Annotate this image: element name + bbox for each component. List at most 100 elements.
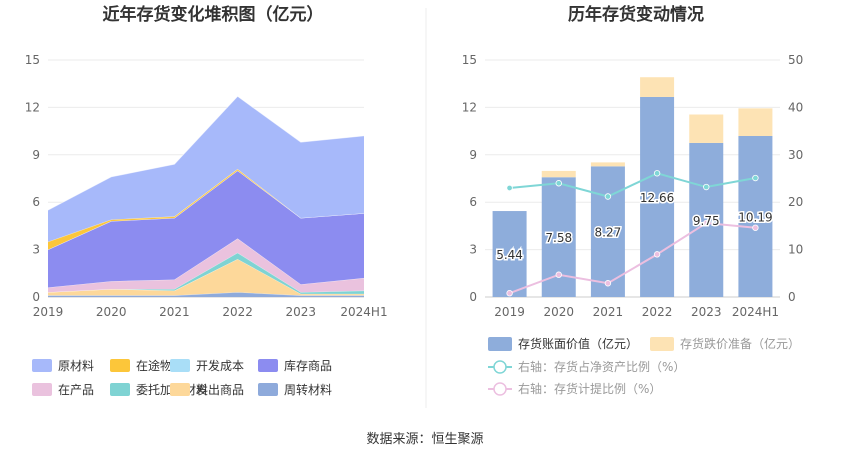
right-left-y-tick-label: 6 — [469, 195, 477, 209]
right-right-y-tick-label: 20 — [788, 195, 803, 209]
data-source-footer: 数据来源：恒生聚源 — [366, 432, 483, 447]
right-x-tick-label: 2021 — [593, 305, 624, 319]
left-legend-label: 发出商品 — [196, 382, 244, 397]
left-chart-title: 近年存货变化堆积图（亿元） — [103, 4, 324, 25]
line-point-0-5 — [752, 174, 759, 182]
left-y-tick-label: 15 — [25, 53, 40, 67]
bar-1-5 — [738, 108, 773, 136]
right-legend-marker-1 — [493, 382, 507, 396]
right-legend-swatch-bar-1 — [650, 337, 674, 351]
bar-0-3 — [640, 96, 675, 297]
line-point-1-5 — [752, 224, 759, 231]
right-right-y-tick-label: 0 — [788, 290, 796, 304]
right-legend-label: 右轴：存货占净资产比例（%） — [518, 359, 685, 374]
right-gridlines — [485, 59, 780, 298]
left-x-axis: 2019 2020 2021 2022 2023 2024H1 — [33, 305, 388, 319]
left-legend-label: 在产品 — [58, 383, 94, 397]
left-y-tick-label: 6 — [32, 195, 40, 209]
left-legend: 原材料在途物资开发成本库存商品在产品委托加工材料发出商品周转材料 — [32, 358, 332, 397]
left-legend-swatch-2 — [170, 359, 190, 372]
bar-0-0 — [492, 211, 527, 297]
line-point-1-2 — [604, 280, 612, 287]
bar-value-label: 7.58 — [545, 231, 572, 245]
bar-value-label: 5.44 — [496, 248, 523, 262]
stacked-area-chart: 近年存货变化堆积图（亿元） 0 3 6 9 12 15 2019 2020 2021 2022 2… — [25, 4, 388, 397]
bar-value-label: 10.19 — [738, 210, 772, 224]
right-left-y-axis: 0 3 6 9 12 15 — [462, 53, 477, 304]
bar-1-1 — [541, 170, 576, 178]
area-2 — [48, 252, 364, 294]
right-legend-label: 存货跌价准备（亿元） — [680, 336, 800, 351]
left-legend-swatch-0 — [32, 359, 52, 372]
bar-0-2 — [590, 166, 625, 297]
area-3 — [48, 238, 364, 293]
left-x-tick-label: 2024H1 — [340, 305, 387, 319]
right-x-tick-label: 2019 — [494, 305, 525, 319]
line-1 — [509, 222, 756, 295]
right-line-series — [506, 170, 759, 297]
line-point-1-3 — [653, 251, 661, 258]
left-x-tick-label: 2019 — [33, 305, 64, 319]
left-legend-label: 周转材料 — [284, 382, 332, 397]
left-legend-swatch-5 — [110, 383, 130, 396]
right-data-labels: 5.44 7.58 8.27 12.66 9.75 10.19 — [495, 189, 774, 263]
right-left-y-tick-label: 0 — [469, 290, 477, 304]
right-left-y-tick-label: 9 — [469, 148, 477, 162]
right-right-y-tick-label: 50 — [788, 53, 803, 67]
left-legend-swatch-7 — [258, 383, 278, 396]
right-right-y-axis: 0 10 20 30 40 50 — [788, 53, 803, 304]
right-left-y-tick-label: 3 — [469, 243, 477, 257]
left-legend-swatch-6 — [170, 383, 190, 396]
right-legend: 存货账面价值（亿元） 存货跌价准备（亿元） 右轴：存货占净资产比例（%） 右轴：存货计… — [488, 336, 800, 396]
left-y-axis: 0 3 6 9 12 15 — [25, 53, 40, 304]
left-y-tick-label: 3 — [32, 243, 40, 257]
right-x-tick-label: 2024H1 — [732, 305, 779, 319]
left-legend-label: 原材料 — [58, 359, 94, 373]
line-point-0-0 — [506, 184, 513, 192]
line-point-0-1 — [555, 180, 562, 187]
left-legend-swatch-3 — [258, 359, 278, 372]
left-legend-swatch-4 — [32, 383, 52, 396]
left-y-tick-label: 0 — [32, 290, 40, 304]
right-x-tick-label: 2020 — [543, 305, 574, 319]
area-7 — [48, 96, 364, 242]
right-left-y-tick-label: 15 — [462, 53, 477, 67]
bar-1-3 — [640, 77, 675, 97]
left-y-tick-label: 12 — [25, 100, 40, 114]
right-x-tick-label: 2023 — [691, 305, 722, 319]
area-1 — [48, 259, 364, 296]
left-x-tick-label: 2020 — [96, 305, 127, 319]
left-legend-label: 库存商品 — [284, 358, 332, 373]
bar-value-label: 8.27 — [595, 226, 622, 240]
bar-value-label: 9.75 — [693, 214, 720, 228]
line-point-0-2 — [604, 193, 612, 200]
line-point-0-4 — [703, 183, 710, 191]
left-legend-swatch-1 — [110, 359, 130, 372]
line-point-1-0 — [506, 290, 513, 297]
bar-1-2 — [590, 162, 625, 167]
right-x-axis: 2019 2020 2021 2022 2023 2024H1 — [494, 305, 779, 319]
area-4 — [48, 170, 364, 288]
right-bar-series — [492, 77, 773, 297]
right-legend-label: 存货账面价值（亿元） — [518, 336, 638, 351]
line-point-1-1 — [555, 271, 562, 278]
left-x-tick-label: 2021 — [159, 305, 190, 319]
area-edge-7 — [47, 95, 365, 211]
right-x-tick-label: 2022 — [642, 305, 673, 319]
right-legend-swatch-bar-0 — [488, 337, 512, 351]
line-point-0-3 — [653, 170, 661, 177]
right-right-y-tick-label: 30 — [788, 148, 803, 162]
left-x-tick-label: 2022 — [222, 305, 253, 319]
left-legend-label: 开发成本 — [196, 358, 244, 373]
right-right-y-tick-label: 40 — [788, 100, 803, 114]
bar-1-4 — [689, 114, 724, 143]
left-y-tick-label: 9 — [32, 148, 40, 162]
line-0 — [509, 172, 756, 198]
right-left-y-tick-label: 12 — [462, 100, 477, 114]
right-legend-marker-0 — [493, 360, 507, 374]
right-chart-title: 历年存货变动情况 — [568, 4, 704, 25]
left-area-series — [47, 95, 365, 297]
bar-value-label: 12.66 — [640, 191, 674, 205]
